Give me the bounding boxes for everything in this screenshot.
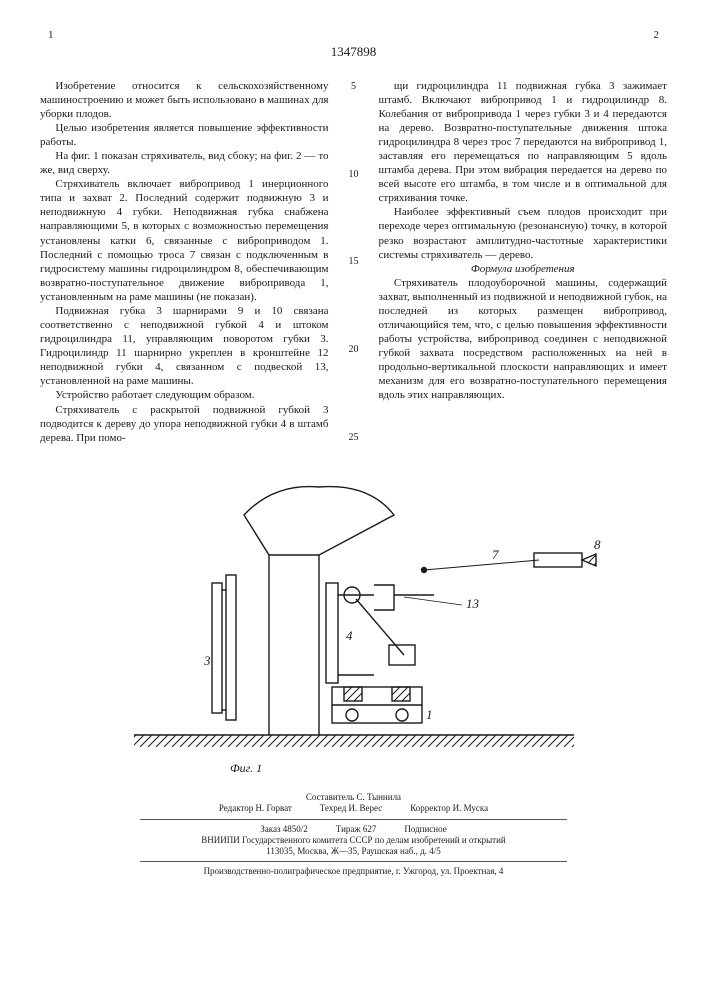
page-num-left: 1 xyxy=(48,28,54,42)
editor: Редактор Н. Горват xyxy=(219,803,292,814)
para: На фиг. 1 показан стряхиватель, вид сбок… xyxy=(40,149,329,177)
para: Наиболее эффективный съем плодов происхо… xyxy=(379,205,668,261)
org2: Производственно-полиграфическое предприя… xyxy=(40,866,667,877)
para: Стряхиватель плодоуборочной машины, соде… xyxy=(379,276,668,403)
line-num: 20 xyxy=(349,344,359,357)
figure-svg: 3 4 13 7 8 1 xyxy=(94,465,614,765)
colophon: Составитель С. Тыннила Редактор Н. Горва… xyxy=(40,792,667,878)
patent-number: 1347898 xyxy=(40,44,667,61)
corrector: Корректор И. Муска xyxy=(410,803,488,814)
callout-8: 8 xyxy=(594,537,601,552)
text-columns: Изобретение относится к сельскохозяйстве… xyxy=(40,79,667,445)
para: Целью изобретения является повышение эфф… xyxy=(40,121,329,149)
subscr: Подписное xyxy=(404,824,446,835)
line-num: 10 xyxy=(349,169,359,182)
callout-4: 4 xyxy=(346,628,353,643)
callout-7: 7 xyxy=(492,547,499,562)
line-number-gutter: 5 10 15 20 25 xyxy=(347,79,361,445)
para: Стряхиватель с раскрытой подвижной губко… xyxy=(40,403,329,445)
figure-1: 3 4 13 7 8 1 Фиг. 1 xyxy=(40,465,667,776)
callout-3: 3 xyxy=(203,653,211,668)
para: щи гидроцилиндра 11 подвижная губка 3 за… xyxy=(379,79,668,206)
colophon-line: Составитель С. Тыннила xyxy=(40,792,667,803)
org1: ВНИИПИ Государственного комитета СССР по… xyxy=(40,835,667,846)
para: Устройство работает следующим образом. xyxy=(40,388,329,402)
para: Стряхиватель включает вибропривод 1 инер… xyxy=(40,177,329,304)
callout-13: 13 xyxy=(466,596,480,611)
formula-heading: Формула изобретения xyxy=(379,262,668,276)
right-column: щи гидроцилиндра 11 подвижная губка 3 за… xyxy=(379,79,668,445)
line-num: 5 xyxy=(351,81,356,94)
addr1: 113035, Москва, Ж—35, Раушская наб., д. … xyxy=(40,846,667,857)
para: Изобретение относится к сельскохозяйстве… xyxy=(40,79,329,121)
order-no: Заказ 4850/2 xyxy=(260,824,308,835)
figure-label: Фиг. 1 xyxy=(230,761,667,776)
callout-1: 1 xyxy=(426,707,433,722)
left-column: Изобретение относится к сельскохозяйстве… xyxy=(40,79,329,445)
para: Подвижная губка 3 шарнирами 9 и 10 связа… xyxy=(40,304,329,388)
techred: Техред И. Верес xyxy=(320,803,382,814)
line-num: 25 xyxy=(349,432,359,445)
page-num-right: 2 xyxy=(654,28,660,42)
line-num: 15 xyxy=(349,256,359,269)
tirazh: Тираж 627 xyxy=(336,824,377,835)
